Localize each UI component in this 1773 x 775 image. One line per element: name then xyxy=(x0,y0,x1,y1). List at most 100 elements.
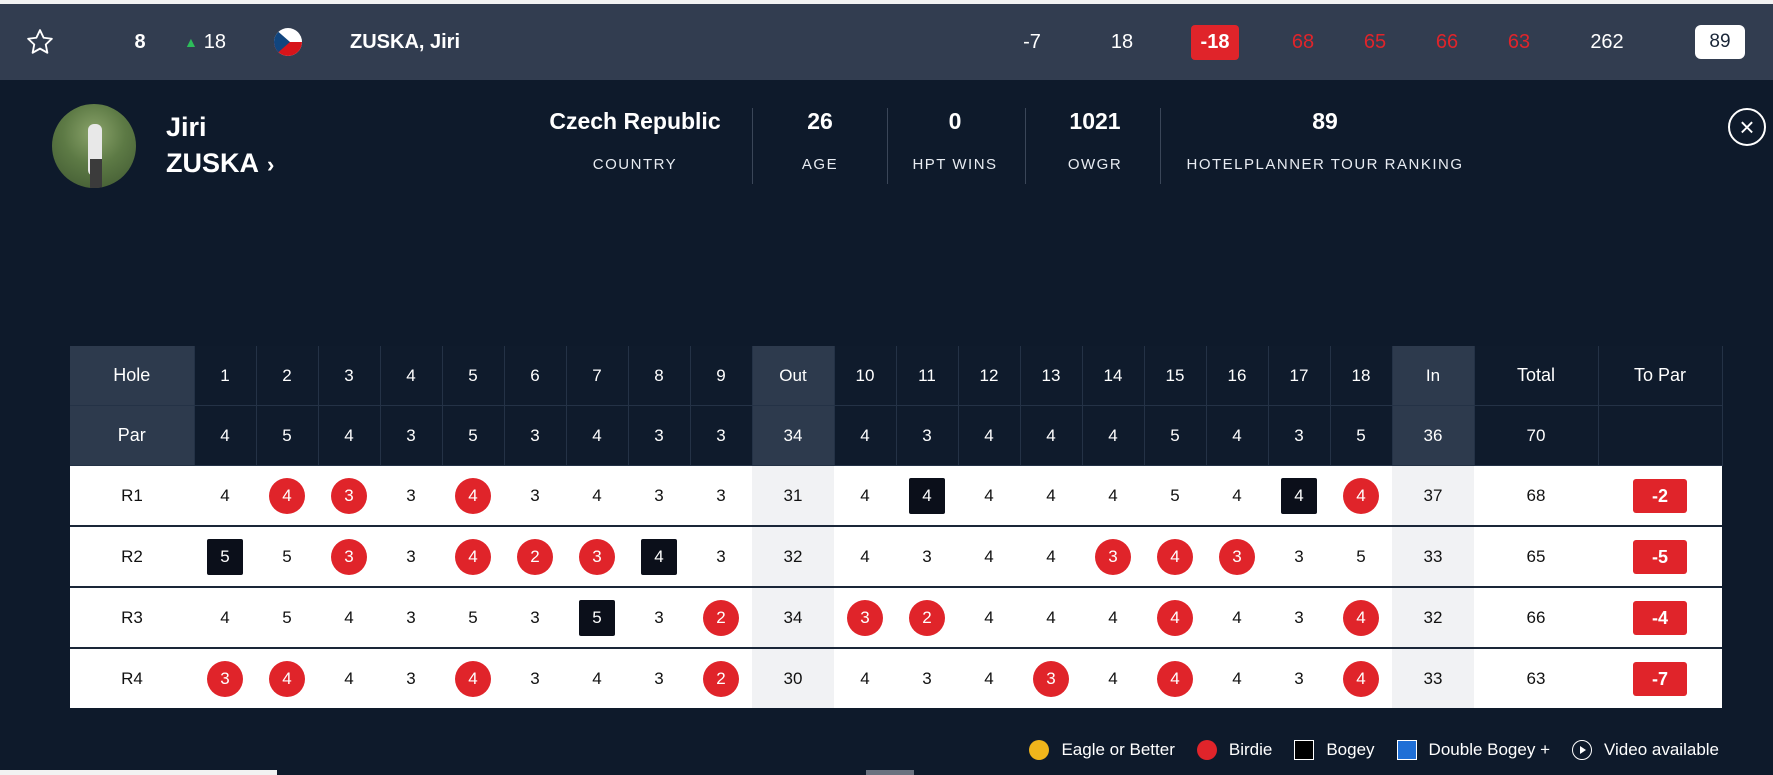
player-last-name: ZUSKA xyxy=(166,148,259,178)
birdie-score: 4 xyxy=(455,660,491,697)
score-cell: 4 xyxy=(1082,587,1144,649)
score-value: 30 xyxy=(783,668,803,688)
birdie-score: 4 xyxy=(1157,538,1193,575)
score-cell: 3 xyxy=(380,526,442,588)
birdie-score: 3 xyxy=(579,538,615,575)
score-cell: 33 xyxy=(1392,648,1474,708)
bogey-score: 5 xyxy=(207,538,243,575)
bogey-score: 5 xyxy=(579,599,615,636)
score-value: 4 xyxy=(592,668,602,688)
to-par-badge: -18 xyxy=(1190,24,1240,60)
stat-wins: 0 HPT WINS xyxy=(895,108,1015,173)
stat-label: COUNTRY xyxy=(592,156,678,173)
movement-value: 18 xyxy=(203,30,227,53)
birdie-score: 4 xyxy=(1343,477,1379,514)
favorite-star-icon[interactable] xyxy=(22,4,58,80)
stat-label: AGE xyxy=(801,156,839,173)
par-value: 4 xyxy=(1082,405,1145,466)
hole-number: Total xyxy=(1474,346,1599,406)
legend-label: Video available xyxy=(1604,740,1719,759)
par-row: Par 4 5 4 3 5 3 4 3 3 34 4 3 4 4 4 5 4 3 5 36 70 xyxy=(70,405,1723,466)
score-cell: 4 xyxy=(566,648,628,708)
score-value: 63 xyxy=(1526,668,1546,688)
stat-country: Czech Republic COUNTRY xyxy=(540,108,730,173)
score-cell: 4 xyxy=(1268,465,1330,527)
score-cell: 4 xyxy=(442,526,504,588)
score-value: 4 xyxy=(984,546,994,566)
bogey-score: 4 xyxy=(1281,477,1317,514)
hole-number: 7 xyxy=(566,346,629,406)
score-cell: 4 xyxy=(1330,465,1392,527)
par-value: 4 xyxy=(1020,405,1083,466)
score-value: 3 xyxy=(530,485,540,505)
score-cell: 66 xyxy=(1474,587,1598,649)
score-cell: 3 xyxy=(628,587,690,649)
divider xyxy=(752,108,753,184)
ranking-badge: 89 xyxy=(1695,25,1745,59)
score-cell: 4 xyxy=(1206,587,1268,649)
divider xyxy=(887,108,888,184)
score-value: 4 xyxy=(344,668,354,688)
round-row: R3 4 5 4 3 5 3 5 3 2 34 3 2 4 4 4 4 4 3 4 32 66 -4 xyxy=(70,587,1722,649)
score-value: 3 xyxy=(1294,668,1304,688)
today-score: -7 xyxy=(1023,30,1041,53)
score-cell: 4 xyxy=(958,648,1020,708)
score-value: 3 xyxy=(654,668,664,688)
legend-item-dbl: Double Bogey + xyxy=(1396,740,1550,760)
divider xyxy=(1025,108,1026,184)
round-1-score: 68 xyxy=(1291,30,1315,53)
round-label: R2 xyxy=(70,526,194,588)
score-cell: 4 xyxy=(1020,587,1082,649)
player-profile-link[interactable]: ZUSKA › xyxy=(166,148,274,179)
birdie-score: 2 xyxy=(703,660,739,697)
par-value: 34 xyxy=(752,405,835,466)
position: 8 xyxy=(134,30,146,53)
score-value: 31 xyxy=(783,485,803,505)
birdie-score: 4 xyxy=(1343,660,1379,697)
scorecard-table: Hole 1 2 3 4 5 6 7 8 9 Out 10 11 12 13 14 15 16 17 18 In Tota… xyxy=(70,346,1723,708)
stat-value: 0 xyxy=(948,108,962,134)
score-cell: 3 xyxy=(1268,526,1330,588)
hole-number: 16 xyxy=(1206,346,1269,406)
par-value: 3 xyxy=(690,405,753,466)
leaderboard-row[interactable]: 8 ▲ 18 ZUSKA, Jiri -7 18 -18 68 65 66 63… xyxy=(0,0,1773,80)
score-cell: 33 xyxy=(1392,526,1474,588)
score-cell: 4 xyxy=(628,526,690,588)
par-value: 5 xyxy=(442,405,505,466)
eagle-swatch-icon xyxy=(1029,740,1050,760)
score-value: 3 xyxy=(654,607,664,627)
score-cell: 4 xyxy=(1144,648,1206,708)
hole-row: Hole 1 2 3 4 5 6 7 8 9 Out 10 11 12 13 14 15 16 17 18 In Tota… xyxy=(70,346,1723,406)
par-value: 70 xyxy=(1474,405,1599,466)
score-cell: 4 xyxy=(256,648,318,708)
score-cell: 4 xyxy=(1206,465,1268,527)
birdie-score: 4 xyxy=(455,538,491,575)
score-value: 5 xyxy=(282,546,292,566)
legend-item-video: Video available xyxy=(1572,740,1719,760)
birdie-score: 4 xyxy=(1157,599,1193,636)
score-value: 4 xyxy=(1046,546,1056,566)
score-cell: 3 xyxy=(318,526,380,588)
birdie-score: 3 xyxy=(331,477,367,514)
close-button[interactable]: × xyxy=(1728,108,1766,146)
score-value: 37 xyxy=(1423,485,1443,505)
birdie-score: 3 xyxy=(207,660,243,697)
avatar xyxy=(52,104,136,188)
score-value: 3 xyxy=(716,546,726,566)
score-value: 65 xyxy=(1526,546,1546,566)
hole-number: 17 xyxy=(1268,346,1331,406)
to-par-cell: -5 xyxy=(1598,526,1722,588)
player-name[interactable]: ZUSKA, Jiri xyxy=(350,30,461,53)
par-value: 4 xyxy=(194,405,257,466)
scrollbar-grip[interactable] xyxy=(866,770,914,775)
hole-number: 13 xyxy=(1020,346,1083,406)
hole-number: 2 xyxy=(256,346,319,406)
hole-number: 12 xyxy=(958,346,1021,406)
hole-number: 9 xyxy=(690,346,753,406)
score-cell: 4 xyxy=(958,465,1020,527)
birdie-score: 3 xyxy=(1095,538,1131,575)
score-cell: 30 xyxy=(752,648,834,708)
score-cell: 3 xyxy=(1082,526,1144,588)
score-value: 4 xyxy=(220,607,230,627)
score-value: 4 xyxy=(344,607,354,627)
